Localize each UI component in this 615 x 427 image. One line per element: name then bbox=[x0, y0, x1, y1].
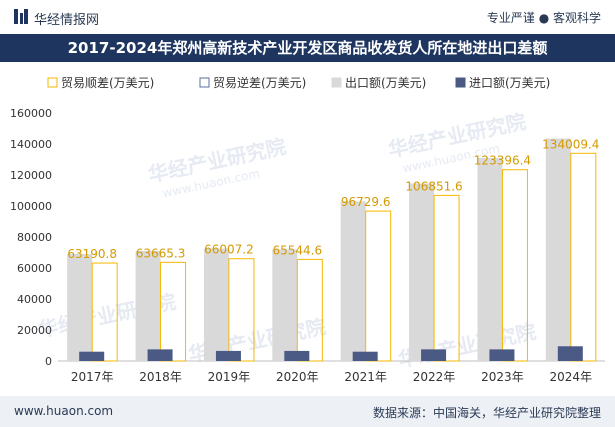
bar-import bbox=[79, 351, 105, 361]
bar-export bbox=[272, 249, 298, 361]
bar-surplus bbox=[501, 169, 528, 362]
y-tick-label: 60000 bbox=[17, 262, 52, 275]
data-label: 96729.6 bbox=[341, 195, 391, 209]
data-label: 123396.4 bbox=[474, 154, 531, 168]
data-label: 134009.4 bbox=[542, 137, 599, 151]
y-tick-label: 160000 bbox=[10, 107, 52, 120]
data-label: 106851.6 bbox=[405, 179, 462, 193]
y-tick-label: 120000 bbox=[10, 169, 52, 182]
top-bar: 华经情报网 专业严谨 ● 客观科学 bbox=[0, 0, 615, 34]
legend-label-3: 进口额(万美元) bbox=[469, 76, 550, 90]
bar-import bbox=[352, 351, 378, 361]
bar-surplus bbox=[433, 194, 460, 362]
x-tick-label: 2020年 bbox=[276, 370, 319, 384]
footer: www.huaon.com 数据来源：中国海关，华经产业研究院整理 bbox=[0, 396, 615, 427]
y-tick-label: 0 bbox=[45, 355, 52, 368]
bar-export bbox=[67, 254, 93, 361]
legend-swatch-1 bbox=[199, 77, 210, 88]
legend-label-0: 贸易顺差(万美元) bbox=[61, 76, 154, 90]
bar-surplus bbox=[570, 152, 597, 362]
legend-swatch-2 bbox=[331, 77, 342, 88]
x-tick-label: 2019年 bbox=[208, 370, 251, 384]
legend-label-2: 出口额(万美元) bbox=[345, 76, 426, 90]
legend-label-1: 贸易逆差(万美元) bbox=[213, 75, 306, 90]
bar-surplus bbox=[228, 258, 255, 362]
bar-surplus bbox=[91, 262, 118, 362]
data-label: 63665.3 bbox=[136, 246, 186, 260]
bar-export bbox=[545, 138, 571, 361]
data-label: 66007.2 bbox=[204, 243, 254, 257]
logo-icon bbox=[14, 9, 28, 24]
bar-import bbox=[489, 349, 515, 361]
footer-source: 数据来源：中国海关，华经产业研究院整理 bbox=[372, 406, 601, 420]
y-tick-label: 140000 bbox=[10, 138, 52, 151]
bar-import bbox=[147, 349, 173, 361]
data-label: 65544.6 bbox=[273, 243, 323, 257]
bar-import bbox=[557, 346, 583, 361]
tagline: 专业严谨 ● 客观科学 bbox=[486, 11, 601, 25]
y-tick-label: 80000 bbox=[17, 231, 52, 244]
data-label: 63190.8 bbox=[67, 247, 117, 261]
chart-area: 华经产业研究院www.huaon.com华经产业研究院www.huaon.com… bbox=[10, 75, 605, 384]
x-tick-label: 2017年 bbox=[71, 370, 114, 384]
bar-import bbox=[421, 349, 447, 361]
bar-export bbox=[409, 183, 435, 361]
bar-surplus bbox=[160, 261, 187, 362]
bar-import bbox=[215, 350, 241, 361]
y-tick-label: 100000 bbox=[10, 200, 52, 213]
bar-export bbox=[477, 157, 503, 361]
x-tick-label: 2021年 bbox=[344, 370, 387, 384]
x-tick-label: 2023年 bbox=[481, 370, 524, 384]
bar-export bbox=[340, 201, 366, 361]
bar-surplus bbox=[365, 210, 392, 362]
x-tick-label: 2024年 bbox=[550, 370, 593, 384]
y-tick-label: 40000 bbox=[17, 293, 52, 306]
x-tick-label: 2018年 bbox=[139, 370, 182, 384]
title-bar: 2017-2024年郑州高新技术产业开发区商品收发货人所在地进出口差额 bbox=[0, 34, 615, 62]
bar-export bbox=[135, 250, 161, 361]
footer-website[interactable]: www.huaon.com bbox=[14, 404, 114, 418]
y-tick-label: 20000 bbox=[17, 324, 52, 337]
bar-export bbox=[203, 248, 229, 361]
x-tick-label: 2022年 bbox=[413, 370, 456, 384]
site-name: 华经情报网 bbox=[34, 13, 100, 28]
legend-swatch-0 bbox=[47, 77, 58, 88]
chart-title: 2017-2024年郑州高新技术产业开发区商品收发货人所在地进出口差额 bbox=[67, 39, 548, 57]
bar-surplus bbox=[296, 258, 323, 362]
legend-swatch-3 bbox=[455, 77, 466, 88]
bar-import bbox=[284, 350, 310, 361]
